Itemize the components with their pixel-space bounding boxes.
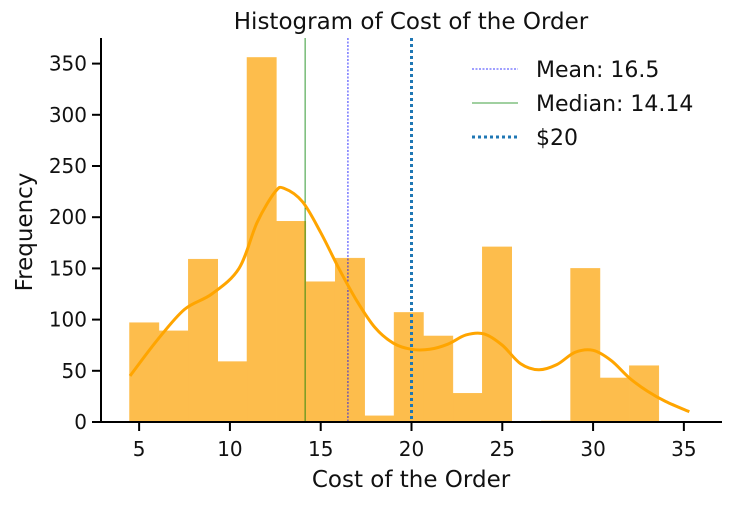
y-tick-label: 100: [49, 308, 87, 332]
x-tick-label: 5: [133, 437, 146, 461]
histogram-bar: [334, 257, 365, 423]
kde-layer: [128, 185, 690, 414]
y-tick-label: 300: [49, 103, 87, 127]
x-tick-label: 10: [217, 437, 242, 461]
histogram-bar: [393, 312, 424, 423]
legend-label: Mean: 16.5: [536, 58, 659, 83]
histogram-bar: [452, 393, 483, 423]
legend: Mean: 16.5 Median: 14.14 $20: [472, 58, 693, 151]
histogram-bar: [305, 281, 336, 423]
bars-layer: [129, 57, 660, 423]
histogram-bar: [276, 221, 307, 423]
x-tick-label: 15: [308, 437, 333, 461]
histogram-bar: [217, 361, 248, 423]
legend-label: Median: 14.14: [536, 92, 693, 117]
y-tick-label: 200: [49, 205, 87, 229]
x-tick-label: 20: [399, 437, 424, 461]
histogram-bar: [188, 258, 219, 423]
y-axis-label: Frequency: [12, 173, 38, 292]
reference-lines-layer: [304, 38, 413, 422]
y-tick-label: 350: [49, 52, 87, 76]
x-tick-label: 30: [580, 437, 605, 461]
y-tick-label: 0: [74, 410, 87, 434]
histogram-bar: [158, 330, 189, 423]
x-axis-label: Cost of the Order: [312, 467, 511, 493]
legend-label: $20: [536, 126, 578, 151]
kde-curve: [128, 185, 690, 414]
y-tick-label: 50: [62, 359, 87, 383]
histogram-bar: [599, 377, 630, 423]
histogram-bar: [570, 268, 601, 423]
y-tick-label: 250: [49, 154, 87, 178]
chart-title: Histogram of Cost of the Order: [234, 9, 589, 35]
x-tick-label: 25: [490, 437, 515, 461]
y-tick-label: 150: [49, 256, 87, 280]
x-tick-label: 35: [671, 437, 696, 461]
